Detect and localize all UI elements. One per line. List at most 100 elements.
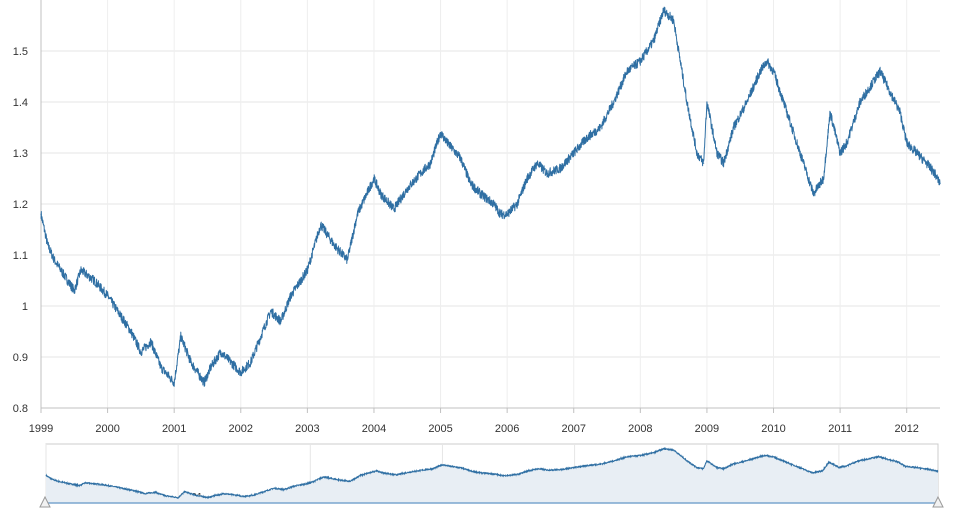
data-point [130, 330, 132, 333]
data-point [716, 152, 718, 154]
data-point [190, 361, 192, 363]
data-point [53, 259, 55, 261]
data-point [220, 351, 222, 353]
x-tick-label: 2007 [561, 423, 585, 435]
data-point [906, 142, 908, 144]
data-point [290, 295, 292, 297]
data-point [879, 70, 881, 72]
data-point [419, 172, 422, 174]
navigator[interactable]: 1999200120032005200720092011 [39, 443, 944, 508]
x-tick-label: 2006 [495, 423, 519, 435]
data-point [446, 142, 448, 144]
data-point [546, 172, 548, 174]
data-point [333, 244, 335, 246]
data-point [869, 86, 871, 88]
data-point [120, 315, 122, 317]
navigator-left-handle[interactable] [39, 495, 51, 508]
data-point [406, 188, 408, 190]
x-tick-label: 2011 [828, 423, 852, 435]
data-point [786, 111, 788, 113]
x-tick-label: 2004 [362, 423, 386, 435]
data-point [210, 366, 212, 368]
data-point [696, 152, 698, 154]
data-point [439, 132, 442, 134]
data-point [586, 137, 588, 139]
data-point [679, 60, 681, 62]
data-point [772, 70, 775, 72]
data-point [380, 193, 382, 195]
data-point [746, 101, 748, 103]
y-tick-label: 0.9 [13, 352, 28, 364]
data-point [663, 9, 665, 11]
data-point [346, 259, 348, 261]
data-point [802, 162, 805, 164]
x-tick-label: 2001 [162, 423, 186, 435]
data-point [559, 167, 562, 169]
x-tick-label: 2005 [428, 423, 452, 435]
data-point [230, 361, 232, 363]
data-point [73, 290, 75, 292]
y-axis: 0.8 0.9 1 1.1 1.2 1.3 1.4 1.5 [13, 0, 42, 415]
data-point [63, 274, 65, 276]
data-point [822, 177, 825, 180]
x-tick-label: 2000 [95, 423, 119, 435]
data-point [40, 213, 42, 215]
y-tick-label: 1.2 [13, 199, 28, 211]
data-point [106, 295, 109, 297]
data-point [573, 152, 575, 154]
navigator-area [46, 448, 938, 503]
data-point [613, 101, 615, 103]
data-point [899, 111, 901, 113]
data-point [270, 310, 272, 312]
data-point [47, 244, 49, 246]
data-point [93, 279, 95, 282]
data-point [493, 203, 495, 205]
data-point [479, 193, 482, 195]
data-point [469, 183, 472, 185]
data-point [536, 162, 538, 164]
data-point [916, 152, 918, 154]
data-point [722, 162, 725, 164]
data-point [250, 361, 252, 363]
data-point [796, 142, 798, 144]
data-point [320, 223, 322, 225]
data-point [939, 183, 941, 185]
data-point [653, 40, 655, 42]
data-point [160, 366, 162, 368]
x-tick-label: 2009 [695, 423, 719, 435]
data-point [934, 172, 936, 174]
y-tick-label: 1.1 [13, 250, 28, 262]
data-point [150, 341, 152, 343]
data-point [203, 381, 205, 384]
data-point [839, 152, 841, 154]
plot-area [40, 6, 941, 387]
data-point [356, 213, 358, 215]
data-point [706, 101, 708, 103]
data-point [373, 177, 375, 180]
x-tick-label: 2003 [295, 423, 319, 435]
data-point [393, 208, 395, 210]
y-tick-label: 1.4 [13, 97, 28, 109]
data-point [280, 320, 282, 322]
navigator-series-line [45, 447, 939, 500]
navigator-right-handle[interactable] [932, 495, 944, 508]
data-point [759, 70, 761, 72]
data-point [506, 213, 508, 215]
data-point [626, 70, 628, 72]
data-point [429, 162, 432, 164]
data-point [173, 381, 175, 384]
x-axis: 1999 2000 2001 2002 2003 2004 2005 2006 2007 2008… [29, 407, 940, 435]
y-tick-label: 1.5 [13, 46, 28, 58]
data-point [812, 193, 815, 195]
y-tick-label: 1.3 [13, 148, 28, 160]
data-point [180, 336, 182, 338]
data-point [499, 213, 502, 215]
data-point [80, 269, 82, 271]
x-tick-label: 2010 [761, 423, 785, 435]
x-tick-label: 2008 [628, 423, 652, 435]
data-point [889, 91, 891, 93]
data-point [306, 269, 308, 271]
data-point [766, 60, 768, 62]
data-point [686, 101, 688, 103]
